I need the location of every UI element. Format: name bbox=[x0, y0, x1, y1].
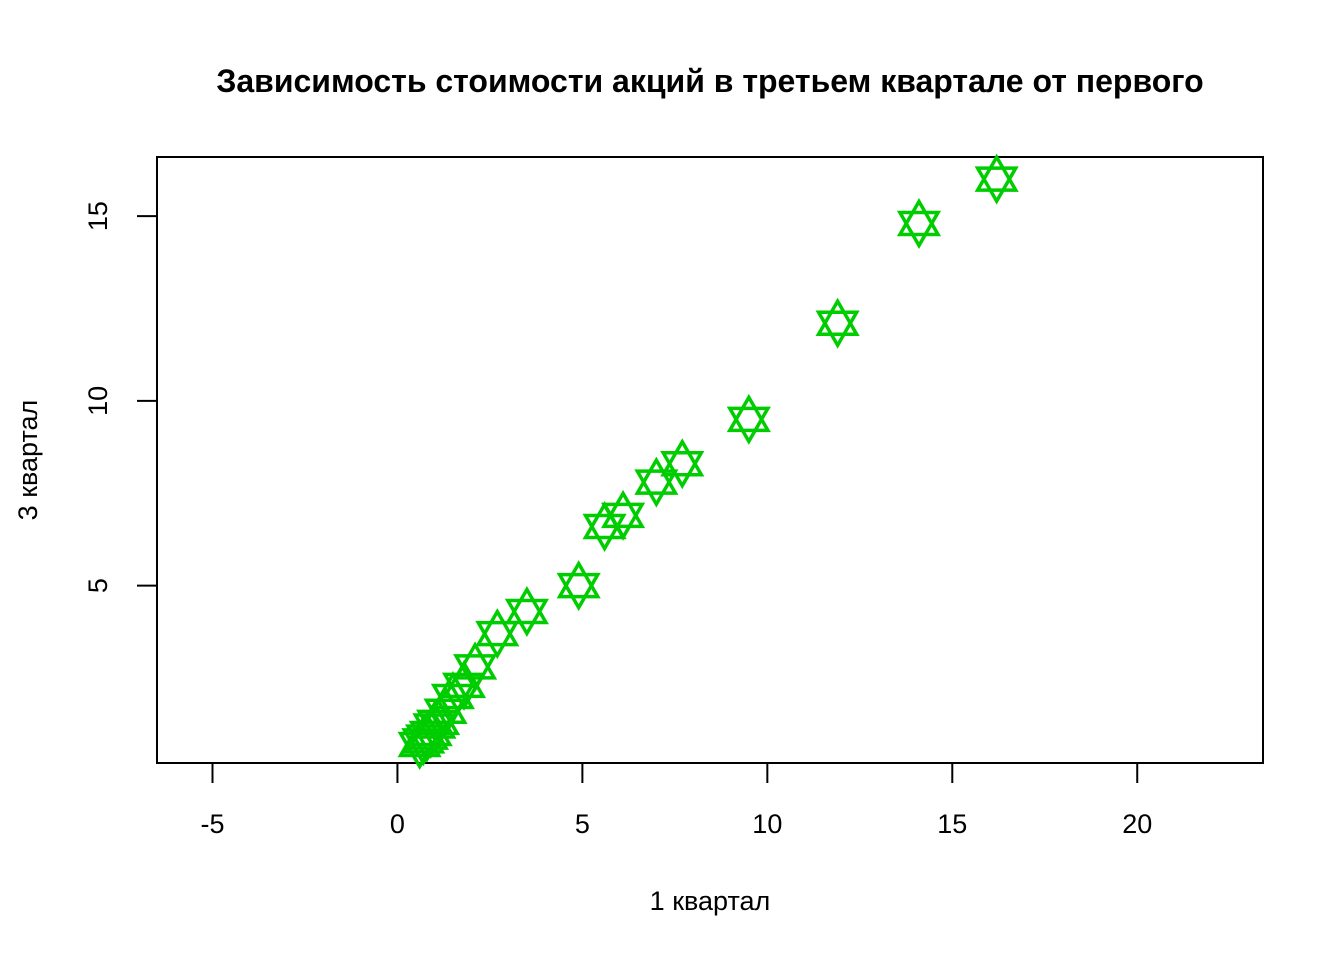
chart-title: Зависимость стоимости акций в третьем кв… bbox=[216, 63, 1203, 99]
y-tick-label: 15 bbox=[83, 201, 113, 231]
data-point bbox=[556, 560, 601, 612]
data-point bbox=[974, 153, 1019, 205]
data-point bbox=[660, 438, 705, 490]
data-point bbox=[815, 297, 860, 349]
x-axis: -5 0 5 10 15 20 bbox=[200, 762, 1152, 839]
x-tick-label: 0 bbox=[390, 809, 405, 839]
data-point bbox=[582, 501, 627, 553]
data-points bbox=[397, 153, 1019, 771]
data-point bbox=[726, 393, 771, 445]
y-tick-label: 10 bbox=[83, 386, 113, 416]
data-point bbox=[475, 608, 520, 660]
plot-frame bbox=[156, 156, 1264, 764]
data-point bbox=[634, 456, 679, 508]
x-tick-label: 20 bbox=[1122, 809, 1152, 839]
y-axis: 5 10 15 bbox=[83, 201, 158, 593]
x-tick-label: 15 bbox=[937, 809, 967, 839]
y-axis-title: 3 квартал bbox=[13, 400, 43, 521]
x-tick-label: 5 bbox=[575, 809, 590, 839]
x-tick-label: -5 bbox=[200, 809, 224, 839]
y-tick-label: 5 bbox=[83, 578, 113, 593]
data-point bbox=[896, 198, 942, 250]
x-axis-title: 1 квартал bbox=[650, 886, 771, 916]
x-tick-label: 10 bbox=[752, 809, 782, 839]
data-point bbox=[397, 719, 442, 771]
data-point bbox=[504, 585, 549, 638]
data-point bbox=[453, 641, 498, 693]
